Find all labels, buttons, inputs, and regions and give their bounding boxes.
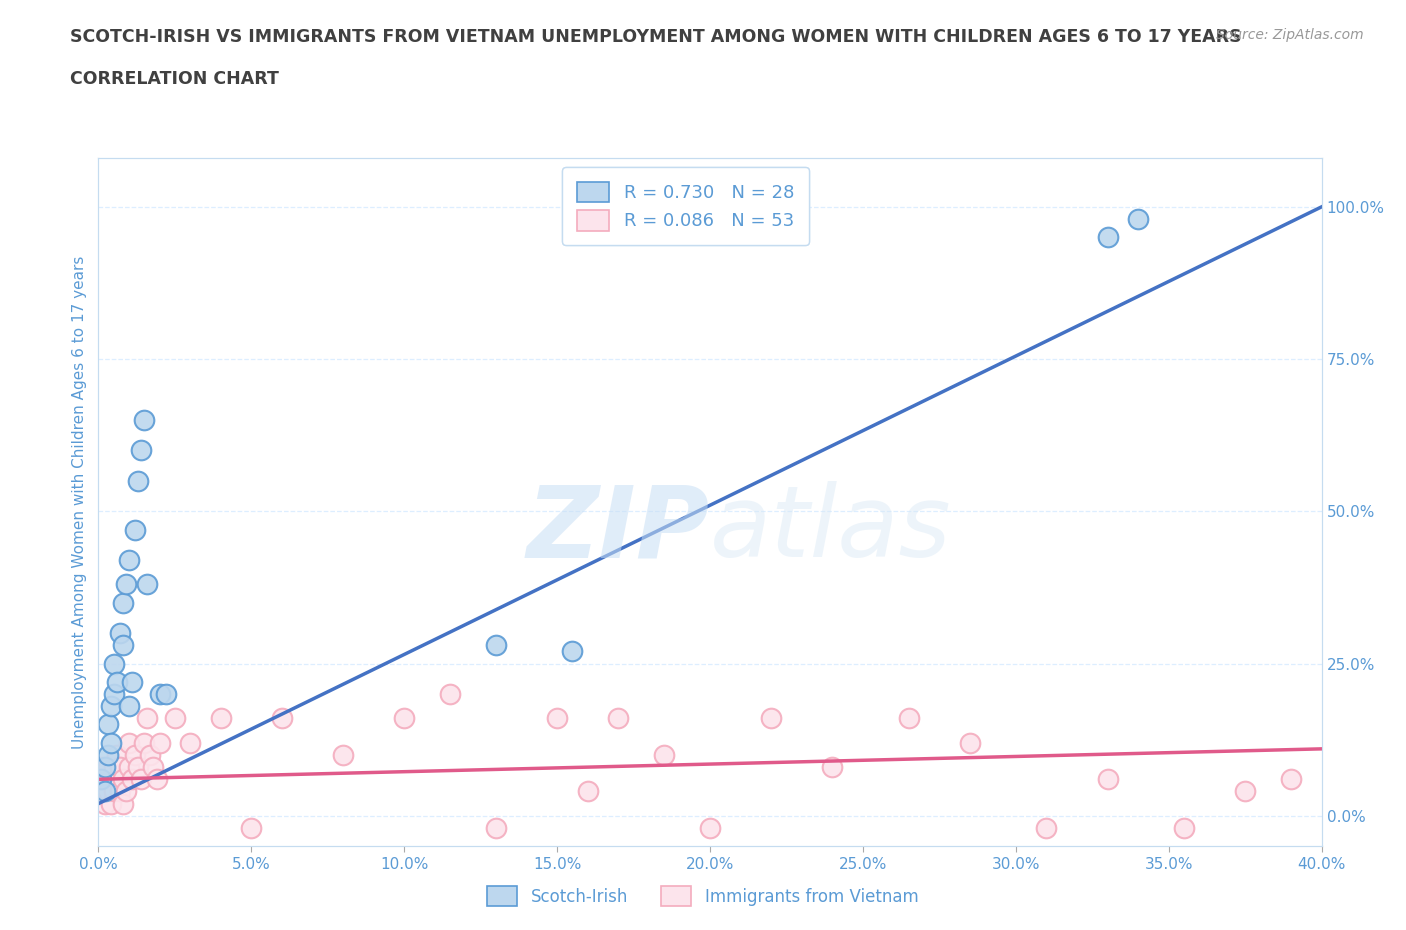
Point <box>97 760 120 775</box>
Point <box>105 674 128 689</box>
Point <box>561 644 583 658</box>
Point <box>759 711 782 725</box>
Text: CORRELATION CHART: CORRELATION CHART <box>70 70 280 87</box>
Point <box>111 595 134 610</box>
Point <box>93 760 115 775</box>
Point <box>652 748 675 763</box>
Point <box>1035 820 1057 835</box>
Point <box>93 796 115 811</box>
Point <box>145 772 167 787</box>
Text: ZIP: ZIP <box>527 481 710 578</box>
Point <box>97 748 120 763</box>
Point <box>105 748 128 763</box>
Point <box>100 772 122 787</box>
Point <box>163 711 186 725</box>
Point <box>1234 784 1257 799</box>
Point <box>332 748 354 763</box>
Point <box>1097 230 1119 245</box>
Point <box>129 772 152 787</box>
Point <box>134 413 156 428</box>
Text: SCOTCH-IRISH VS IMMIGRANTS FROM VIETNAM UNEMPLOYMENT AMONG WOMEN WITH CHILDREN A: SCOTCH-IRISH VS IMMIGRANTS FROM VIETNAM … <box>70 28 1241 46</box>
Point <box>121 772 143 787</box>
Legend: R = 0.730   N = 28, R = 0.086   N = 53: R = 0.730 N = 28, R = 0.086 N = 53 <box>562 167 808 245</box>
Point <box>699 820 721 835</box>
Point <box>124 522 146 537</box>
Point <box>111 796 134 811</box>
Point <box>105 772 128 787</box>
Point <box>103 760 125 775</box>
Point <box>108 626 131 641</box>
Point <box>607 711 630 725</box>
Point <box>111 638 134 653</box>
Point <box>142 760 165 775</box>
Point <box>103 686 125 701</box>
Point <box>1128 211 1150 226</box>
Point <box>576 784 599 799</box>
Point <box>97 717 120 732</box>
Point <box>897 711 920 725</box>
Point <box>90 772 112 787</box>
Point <box>136 577 159 591</box>
Point <box>111 772 134 787</box>
Text: Source: ZipAtlas.com: Source: ZipAtlas.com <box>1216 28 1364 42</box>
Point <box>118 552 141 567</box>
Point <box>149 686 172 701</box>
Point <box>97 784 120 799</box>
Point <box>108 760 131 775</box>
Point <box>90 760 112 775</box>
Point <box>240 820 263 835</box>
Point <box>127 473 149 488</box>
Point <box>270 711 292 725</box>
Point <box>485 820 508 835</box>
Text: atlas: atlas <box>710 481 952 578</box>
Point <box>118 698 141 713</box>
Point <box>108 784 131 799</box>
Y-axis label: Unemployment Among Women with Children Ages 6 to 17 years: Unemployment Among Women with Children A… <box>72 256 87 749</box>
Point <box>90 784 112 799</box>
Point <box>100 796 122 811</box>
Point <box>93 772 115 787</box>
Point <box>439 686 461 701</box>
Point <box>136 711 159 725</box>
Point <box>1097 772 1119 787</box>
Point <box>93 784 115 799</box>
Point <box>90 772 112 787</box>
Point <box>209 711 232 725</box>
Point <box>100 736 122 751</box>
Point <box>134 736 156 751</box>
Point <box>485 638 508 653</box>
Point <box>115 577 138 591</box>
Point <box>392 711 416 725</box>
Point <box>821 760 844 775</box>
Point <box>959 736 981 751</box>
Point <box>121 674 143 689</box>
Point <box>103 784 125 799</box>
Point <box>115 784 138 799</box>
Point <box>149 736 172 751</box>
Point <box>127 760 149 775</box>
Point <box>1279 772 1302 787</box>
Point <box>129 443 152 458</box>
Point <box>100 698 122 713</box>
Point <box>103 657 125 671</box>
Point <box>118 736 141 751</box>
Point <box>179 736 201 751</box>
Point <box>155 686 177 701</box>
Point <box>1173 820 1195 835</box>
Point <box>118 760 141 775</box>
Legend: Scotch-Irish, Immigrants from Vietnam: Scotch-Irish, Immigrants from Vietnam <box>481 880 925 912</box>
Point <box>124 748 146 763</box>
Point <box>546 711 568 725</box>
Point <box>139 748 162 763</box>
